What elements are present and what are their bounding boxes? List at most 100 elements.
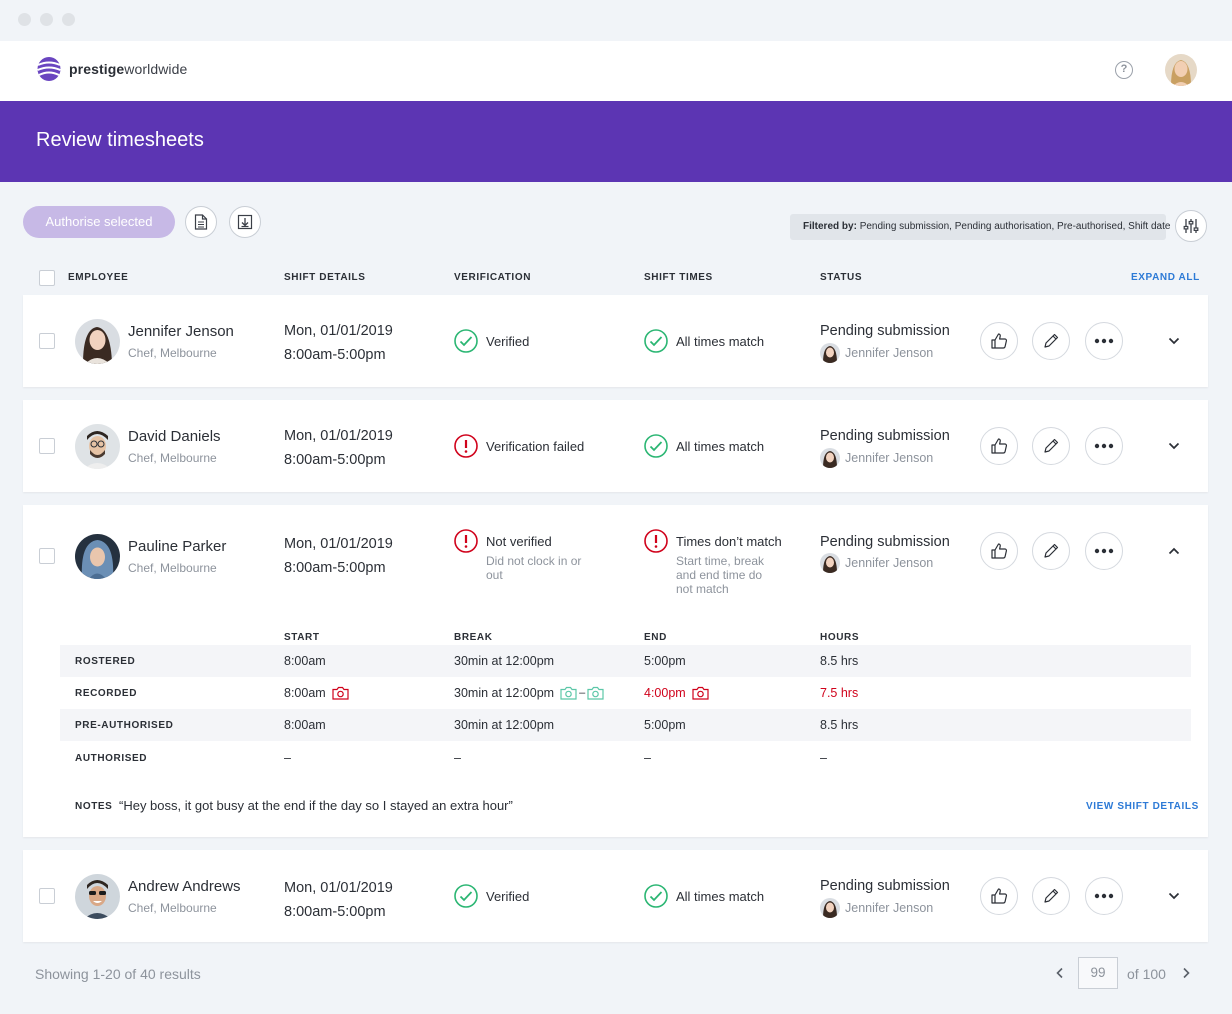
status-user-name: Jennifer Jenson	[845, 556, 934, 570]
page-total: of 100	[1127, 966, 1166, 982]
edit-button[interactable]	[1032, 877, 1070, 915]
chevron-down-icon[interactable]	[1167, 889, 1181, 903]
column-employee[interactable]: EMPLOYEE	[68, 272, 129, 283]
expand-all-link[interactable]: EXPAND ALL	[1131, 272, 1200, 283]
detail-row-label: AUTHORISED	[75, 753, 148, 764]
shift-time: 8:00am-5:00pm	[284, 904, 386, 920]
window-close-dot[interactable]	[18, 13, 31, 26]
detail-hours: 7.5 hrs	[820, 686, 859, 700]
more-button[interactable]	[1085, 322, 1123, 360]
timesheet-row[interactable]: David Daniels Chef, Melbourne Mon, 01/01…	[23, 400, 1208, 492]
shift-time: 8:00am-5:00pm	[284, 452, 386, 468]
select-all-checkbox[interactable]	[39, 270, 55, 286]
detail-start: 8:00am	[284, 718, 326, 732]
edit-button[interactable]	[1032, 427, 1070, 465]
status-user-avatar	[820, 553, 840, 573]
row-checkbox[interactable]	[39, 333, 55, 349]
authorise-selected-button[interactable]: Authorise selected	[23, 206, 175, 238]
user-avatar[interactable]	[1165, 54, 1197, 86]
top-nav: prestigeworldwide ?	[0, 41, 1232, 101]
column-shift-details[interactable]: SHIFT DETAILS	[284, 272, 366, 283]
employee-role: Chef, Melbourne	[128, 346, 217, 360]
check-circle-icon	[644, 434, 668, 458]
timesheet-status: Pending submission	[820, 534, 950, 550]
shift-time: 8:00am-5:00pm	[284, 347, 386, 363]
employee-role: Chef, Melbourne	[128, 561, 217, 575]
detail-break: 30min at 12:00pm	[454, 718, 555, 732]
timesheet-row[interactable]: Andrew Andrews Chef, Melbourne Mon, 01/0…	[23, 850, 1208, 942]
thumbs-up-icon	[991, 438, 1008, 454]
column-verification[interactable]: VERIFICATION	[454, 272, 532, 283]
help-icon[interactable]: ?	[1115, 61, 1133, 79]
verification-status: Verification failed	[486, 439, 585, 454]
status-user-name: Jennifer Jenson	[845, 901, 934, 915]
edit-button[interactable]	[1032, 322, 1070, 360]
shift-times-status: Times don’t match	[676, 534, 782, 549]
timesheet-status: Pending submission	[820, 323, 950, 339]
camera-icon[interactable]	[332, 686, 349, 700]
detail-break: 30min at 12:00pm	[454, 686, 555, 700]
download-button[interactable]	[229, 206, 261, 238]
employee-photo	[75, 874, 120, 919]
thumbs-up-icon	[991, 888, 1008, 904]
active-filters[interactable]: Filtered by: Pending submission, Pending…	[790, 214, 1170, 240]
approve-button[interactable]	[980, 322, 1018, 360]
shift-times-status: All times match	[676, 334, 765, 349]
approve-button[interactable]	[980, 877, 1018, 915]
chevron-down-icon[interactable]	[1167, 439, 1181, 453]
timesheet-row[interactable]: Jennifer Jenson Chef, Melbourne Mon, 01/…	[23, 295, 1208, 387]
row-checkbox[interactable]	[39, 438, 55, 454]
detail-end-cell: 4:00pm	[644, 686, 709, 700]
filter-settings-button[interactable]	[1175, 210, 1207, 242]
status-user-name: Jennifer Jenson	[845, 346, 934, 360]
pencil-icon	[1044, 888, 1059, 903]
column-shift-times[interactable]: SHIFT TIMES	[644, 272, 713, 283]
employee-name: Andrew Andrews	[128, 878, 241, 895]
ellipsis-icon	[1094, 338, 1114, 344]
row-checkbox[interactable]	[39, 548, 55, 564]
approve-button[interactable]	[980, 532, 1018, 570]
window-minimize-dot[interactable]	[40, 13, 53, 26]
camera-icon[interactable]	[587, 686, 604, 700]
notes-label: NOTES	[75, 801, 113, 812]
page-number-input[interactable]: 99	[1078, 957, 1118, 989]
timesheet-status: Pending submission	[820, 878, 950, 894]
chevron-left-icon[interactable]	[1053, 966, 1067, 980]
brand-name: prestigeworldwide	[69, 61, 188, 77]
more-button[interactable]	[1085, 877, 1123, 915]
detail-end: 5:00pm	[644, 654, 686, 668]
status-user-avatar	[820, 898, 840, 918]
detail-hours: –	[820, 751, 827, 765]
detail-row-recorded: RECORDED 8:00am 30min at 12:00pm – 4:00p…	[60, 677, 1191, 709]
pencil-icon	[1044, 333, 1059, 348]
camera-icon[interactable]	[560, 686, 577, 700]
download-icon	[237, 214, 253, 230]
detail-row-pre-authorised: PRE-AUTHORISED 8:00am 30min at 12:00pm 5…	[60, 709, 1191, 741]
chevron-right-icon[interactable]	[1179, 966, 1193, 980]
detail-column-end: END	[644, 632, 667, 643]
employee-role: Chef, Melbourne	[128, 451, 217, 465]
detail-column-start: START	[284, 632, 320, 643]
check-circle-icon	[454, 329, 478, 353]
view-shift-details-link[interactable]: VIEW SHIFT DETAILS	[1086, 801, 1199, 812]
edit-button[interactable]	[1032, 532, 1070, 570]
ellipsis-icon	[1094, 548, 1114, 554]
timesheet-row-expanded[interactable]: Pauline Parker Chef, Melbourne Mon, 01/0…	[23, 505, 1208, 837]
more-button[interactable]	[1085, 427, 1123, 465]
chevron-up-icon[interactable]	[1167, 544, 1181, 558]
detail-row-authorised: AUTHORISED – – – –	[60, 742, 1191, 774]
approve-button[interactable]	[980, 427, 1018, 465]
check-circle-icon	[454, 884, 478, 908]
detail-hours: 8.5 hrs	[820, 654, 859, 668]
brand-logo[interactable]: prestigeworldwide	[37, 56, 187, 82]
export-document-button[interactable]	[185, 206, 217, 238]
camera-icon[interactable]	[692, 686, 709, 700]
window-maximize-dot[interactable]	[62, 13, 75, 26]
detail-row-rostered: ROSTERED 8:00am 30min at 12:00pm 5:00pm …	[60, 645, 1191, 677]
check-circle-icon	[644, 884, 668, 908]
column-status[interactable]: STATUS	[820, 272, 863, 283]
employee-avatar	[75, 534, 120, 579]
row-checkbox[interactable]	[39, 888, 55, 904]
chevron-down-icon[interactable]	[1167, 334, 1181, 348]
more-button[interactable]	[1085, 532, 1123, 570]
